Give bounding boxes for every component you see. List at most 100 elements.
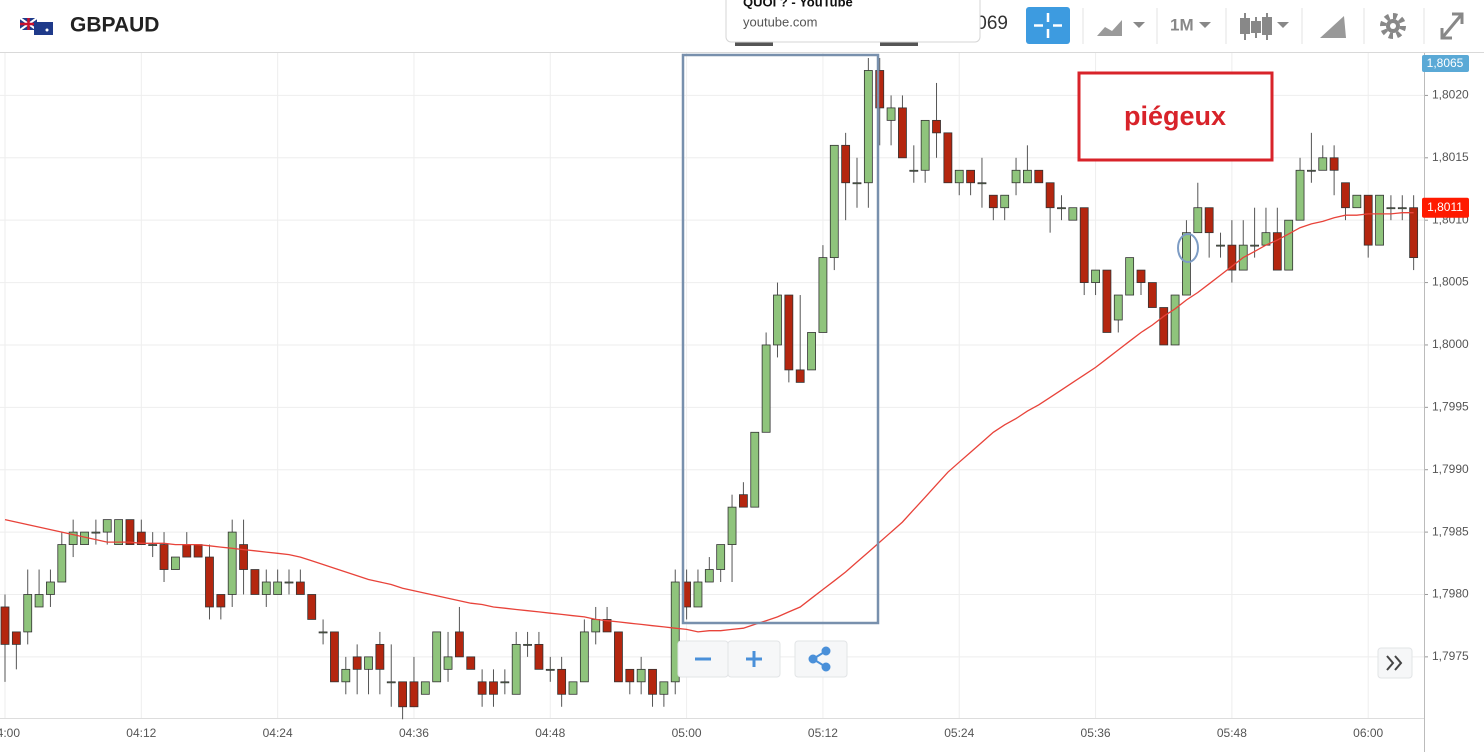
zoom-controls[interactable] (677, 640, 848, 678)
candle-body (489, 681, 498, 695)
y-tick-label: 1,8020 (1432, 88, 1469, 102)
moving-average (4, 212, 1414, 633)
x-tick-label: 04:48 (535, 726, 565, 740)
candle-body (364, 656, 373, 670)
x-tick-label: 05:48 (1217, 726, 1247, 740)
candle-body (932, 119, 941, 134)
candle-body (1216, 244, 1225, 247)
fullscreen-icon[interactable] (1440, 12, 1464, 40)
candle-body (102, 519, 112, 533)
candle-body (318, 631, 328, 634)
candle-body (1227, 244, 1237, 271)
candle-body (216, 594, 226, 608)
candle-body (1329, 157, 1339, 171)
candle-body (659, 681, 669, 695)
x-tick-label: 05:00 (672, 726, 702, 740)
candle-body (1397, 207, 1407, 210)
candle-body (443, 656, 453, 670)
y-tick-label: 1,7995 (1432, 400, 1469, 414)
candle-body (557, 668, 567, 695)
candle-body (636, 668, 646, 683)
annotation-text: piégeux (1124, 101, 1226, 131)
candle-body (1034, 169, 1044, 184)
cursor (1177, 233, 1199, 263)
candle-body (261, 581, 271, 595)
popup[interactable]: QUOI ? - YouTube youtube.com (725, 0, 981, 43)
plot: 1,80201,80151,80101,80051,80001,79951,79… (0, 53, 1469, 752)
candle-body (1079, 207, 1089, 283)
candle-body (1307, 169, 1316, 172)
annotation-box (1077, 71, 1274, 162)
candle-body (386, 681, 396, 684)
candle-body (784, 294, 794, 371)
candle-body (909, 169, 919, 172)
candle-body (807, 332, 816, 371)
candle-body (1102, 269, 1112, 333)
candle-body (1068, 207, 1078, 221)
candle-body (136, 531, 146, 545)
candle-body (420, 681, 430, 695)
candle-body (454, 631, 464, 658)
y-tick-label: 1,8015 (1432, 150, 1469, 164)
candle-body (523, 643, 532, 646)
price-tag-bg (1422, 197, 1469, 218)
candle-body (46, 581, 55, 595)
candle-body (1272, 232, 1282, 271)
candle-body (670, 581, 680, 683)
crosshair-icon (1034, 13, 1062, 38)
candle-body (1295, 169, 1305, 221)
candle-body (988, 194, 998, 209)
price-tag: 1,8011 (1427, 200, 1463, 214)
candle-body (170, 556, 180, 570)
x-tick-label: 04:12 (126, 726, 156, 740)
candle-body (205, 556, 214, 608)
chart-type-icon[interactable] (1097, 20, 1122, 36)
x-tick-label: 05:12 (808, 726, 838, 740)
y-tick-label: 1,8000 (1432, 337, 1469, 351)
price-fragment: 069 (976, 13, 1008, 34)
candle-body (227, 531, 237, 595)
popup-title: QUOI ? - YouTube (743, 0, 853, 9)
candle-body (295, 581, 305, 595)
candle-body (159, 544, 169, 570)
candle-body (1147, 282, 1157, 308)
scroll-end[interactable] (1377, 647, 1413, 679)
candle-body (1341, 182, 1350, 209)
candle-body (477, 681, 487, 695)
dropdown-arrow[interactable] (1133, 22, 1145, 28)
candle-body (330, 631, 339, 683)
settings-icon (1390, 23, 1396, 29)
candle-body (1159, 307, 1169, 346)
candle-body (602, 619, 612, 633)
draw-icon[interactable] (1320, 16, 1346, 38)
candles-icon[interactable] (1240, 13, 1272, 40)
candle-body (920, 119, 930, 171)
crosshair-button[interactable] (1026, 7, 1070, 44)
candle-body (1284, 219, 1294, 271)
timeframe[interactable]: 1M (1170, 15, 1194, 34)
candle-body (307, 594, 317, 620)
candle-body (1409, 207, 1419, 259)
candle-body (591, 619, 601, 633)
candle-body (568, 681, 578, 695)
x-tick-label: 05:24 (944, 726, 974, 740)
candle-body (579, 631, 589, 683)
candle-body (432, 631, 442, 683)
candle-body (1182, 232, 1191, 296)
high-tag: 1,8065 (1427, 56, 1464, 70)
popup-box[interactable] (725, 0, 981, 43)
settings-icon[interactable] (1380, 13, 1406, 39)
dropdown-arrow[interactable] (1199, 22, 1211, 28)
dropdown-arrow[interactable] (1277, 22, 1289, 28)
share[interactable] (794, 640, 848, 678)
candle-body (943, 132, 953, 184)
candle-body (750, 431, 760, 508)
candle-body (1352, 194, 1362, 209)
candle-body (23, 594, 33, 633)
candle-body (1204, 207, 1214, 234)
candle-body (1386, 207, 1396, 210)
candle-body (182, 544, 192, 558)
candle-body (68, 531, 78, 545)
